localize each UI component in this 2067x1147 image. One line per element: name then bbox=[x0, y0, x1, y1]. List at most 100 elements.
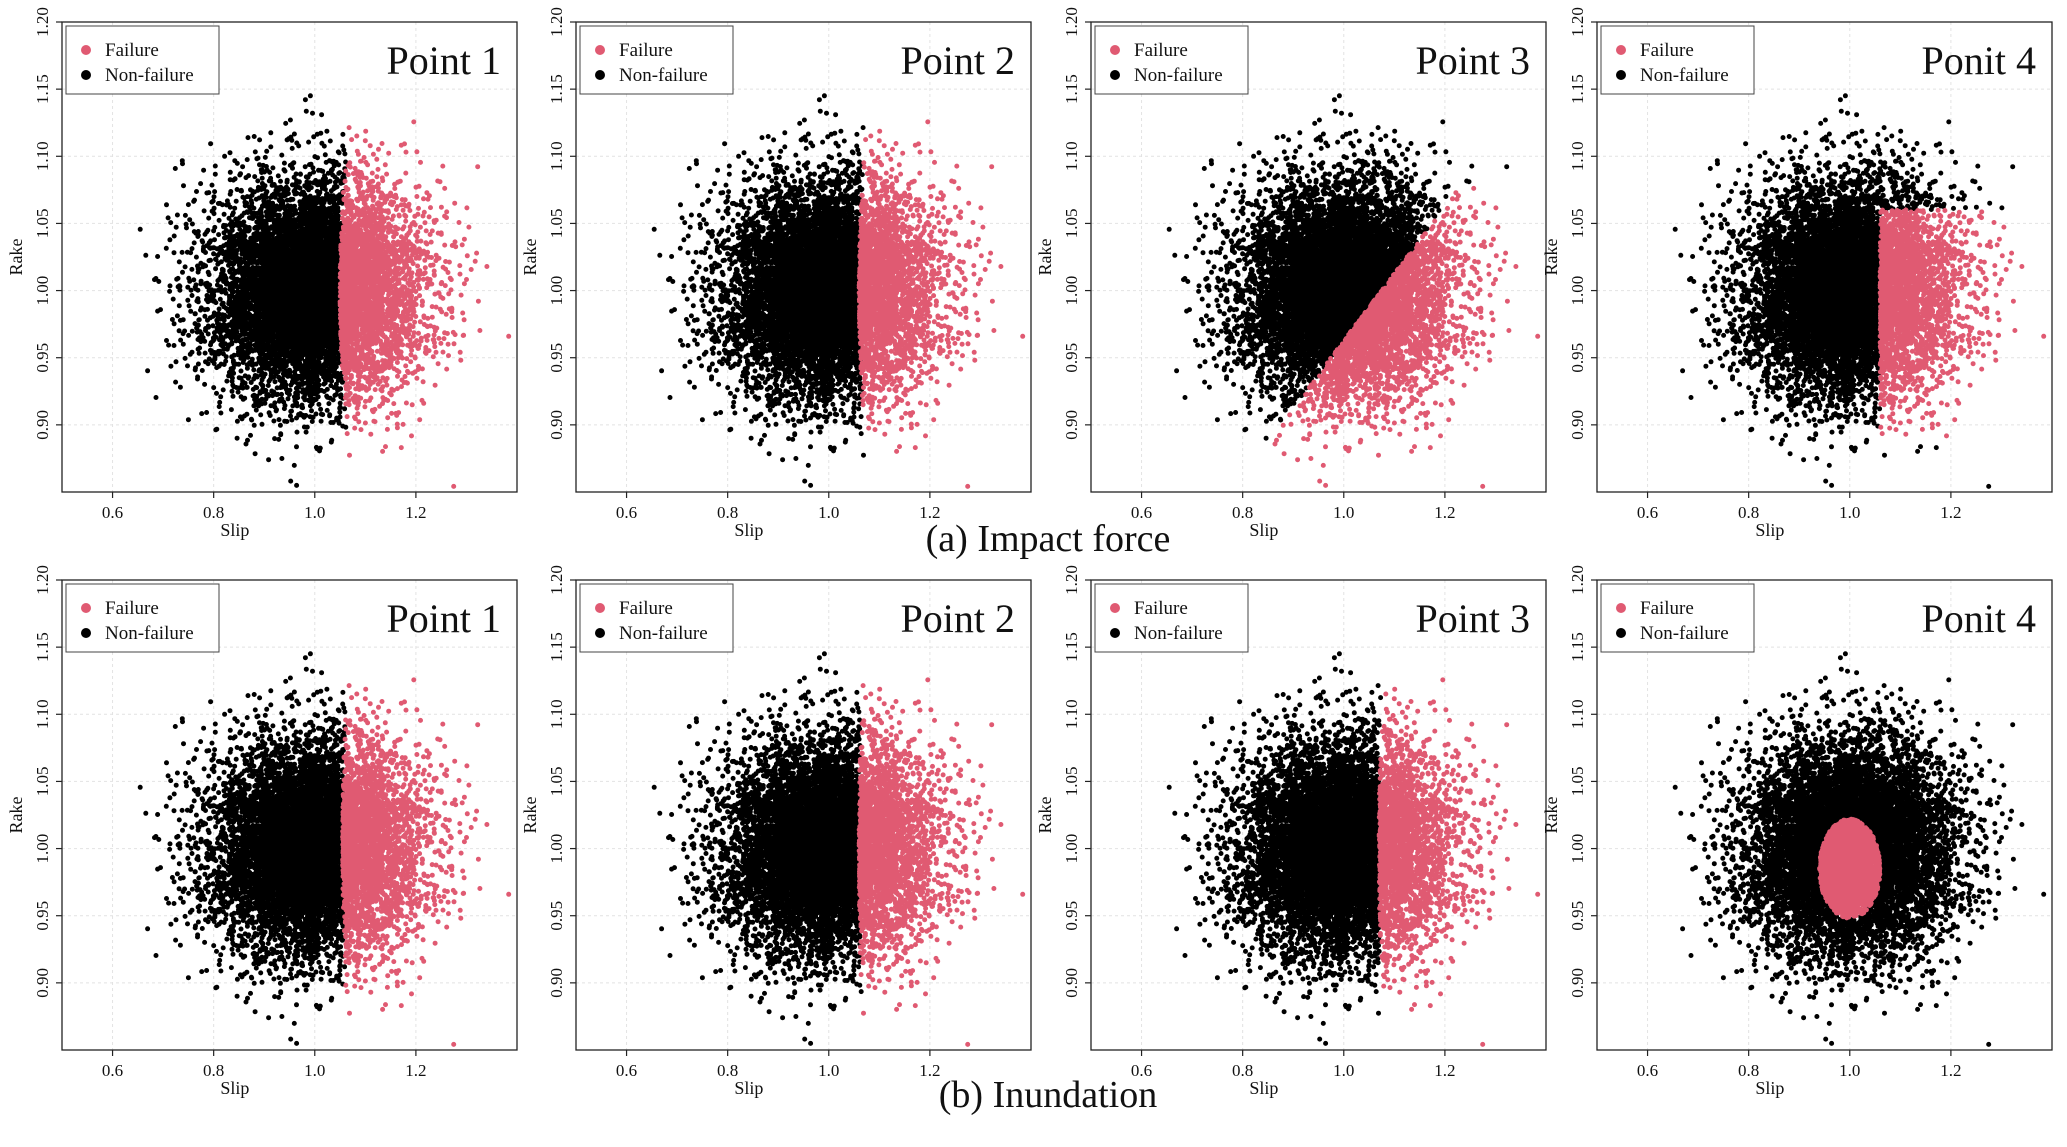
y-tick-label: 0.95 bbox=[547, 343, 566, 373]
row-caption-b: (b) Inundation bbox=[939, 1074, 1157, 1116]
y-tick-label: 1.05 bbox=[547, 209, 566, 239]
y-tick-label: 0.90 bbox=[1062, 410, 1081, 440]
legend: Failure Non-failure bbox=[1094, 25, 1249, 95]
y-axis-title: Rake bbox=[520, 238, 540, 275]
y-tick-label: 1.20 bbox=[547, 7, 566, 37]
y-tick-label: 1.10 bbox=[1568, 141, 1587, 171]
x-tick-label: 1.2 bbox=[405, 1061, 426, 1080]
y-tick-label: 0.95 bbox=[1568, 343, 1587, 373]
y-tick-label: 1.15 bbox=[547, 632, 566, 662]
plot-frame bbox=[1596, 579, 2053, 1051]
failure-points bbox=[1376, 677, 1541, 1047]
legend-failure-label: Failure bbox=[105, 598, 159, 619]
non-failure-points bbox=[1672, 651, 2047, 1047]
panel-title: Point 1 bbox=[387, 596, 501, 641]
legend: Failure Non-failure bbox=[1094, 583, 1249, 653]
legend-failure-marker bbox=[595, 603, 605, 613]
x-tick-label: 0.8 bbox=[203, 1061, 224, 1080]
plot-frame bbox=[61, 21, 518, 493]
plot-frame bbox=[575, 579, 1032, 1051]
x-tick-label: 0.6 bbox=[616, 503, 637, 522]
y-tick-label: 0.95 bbox=[1062, 901, 1081, 931]
legend-nonfailure-marker bbox=[595, 628, 605, 638]
y-tick-label: 0.95 bbox=[1062, 343, 1081, 373]
legend-nonfailure-marker bbox=[1616, 628, 1626, 638]
y-tick-label: 1.00 bbox=[1062, 276, 1081, 306]
y-tick-label: 1.20 bbox=[33, 565, 52, 595]
legend: Failure Non-failure bbox=[579, 583, 734, 653]
failure-points bbox=[340, 677, 512, 1047]
scatter-panel-7: 0.6 0.8 1.0 1.2 0.90 0.95 1.00 1.05 1.10 1.15 1.20… bbox=[1035, 565, 1547, 1098]
y-tick-label: 1.10 bbox=[1568, 699, 1587, 729]
x-tick-label: 1.0 bbox=[304, 1061, 325, 1080]
scatter-panel-5: 0.6 0.8 1.0 1.2 0.90 0.95 1.00 1.05 1.10 1.15 1.20… bbox=[6, 565, 518, 1098]
x-tick-label: 1.2 bbox=[1940, 1061, 1961, 1080]
legend-nonfailure-marker bbox=[1110, 70, 1120, 80]
x-tick-label: 0.8 bbox=[1232, 503, 1253, 522]
y-axis-title: Rake bbox=[6, 238, 26, 275]
failure-points bbox=[337, 119, 512, 489]
y-tick-label: 1.20 bbox=[1568, 565, 1587, 595]
scatter-panel-4: 0.6 0.8 1.0 1.2 0.90 0.95 1.00 1.05 1.10 1.15 1.20… bbox=[1541, 7, 2053, 540]
y-tick-label: 0.90 bbox=[547, 968, 566, 998]
legend-failure-marker bbox=[595, 45, 605, 55]
y-tick-label: 0.90 bbox=[547, 410, 566, 440]
legend-failure-label: Failure bbox=[1640, 598, 1694, 619]
x-tick-label: 0.6 bbox=[1637, 503, 1658, 522]
y-tick-label: 1.15 bbox=[33, 74, 52, 104]
legend-failure-label: Failure bbox=[619, 598, 673, 619]
x-tick-label: 0.8 bbox=[1738, 503, 1759, 522]
legend-nonfailure-label: Non-failure bbox=[1134, 65, 1223, 86]
legend-nonfailure-label: Non-failure bbox=[105, 65, 194, 86]
x-tick-label: 1.2 bbox=[405, 503, 426, 522]
y-tick-label: 1.10 bbox=[33, 141, 52, 171]
non-failure-points bbox=[1166, 651, 1384, 1046]
y-tick-label: 0.90 bbox=[1568, 968, 1587, 998]
legend-failure-label: Failure bbox=[1640, 40, 1694, 61]
y-tick-label: 1.10 bbox=[547, 699, 566, 729]
legend-box bbox=[579, 583, 734, 653]
y-axis-title: Rake bbox=[520, 796, 540, 833]
legend-failure-label: Failure bbox=[1134, 598, 1188, 619]
y-tick-label: 1.20 bbox=[1062, 565, 1081, 595]
legend-nonfailure-marker bbox=[81, 70, 91, 80]
panel-title: Point 3 bbox=[1416, 596, 1530, 641]
scatter-panel-3: 0.6 0.8 1.0 1.2 0.90 0.95 1.00 1.05 1.10 1.15 1.20… bbox=[1035, 7, 1547, 540]
y-tick-label: 1.10 bbox=[1062, 699, 1081, 729]
y-tick-label: 0.90 bbox=[1062, 968, 1081, 998]
y-tick-label: 1.05 bbox=[33, 209, 52, 239]
x-tick-label: 1.2 bbox=[919, 1061, 940, 1080]
legend-nonfailure-label: Non-failure bbox=[105, 623, 194, 644]
y-tick-label: 0.95 bbox=[547, 901, 566, 931]
y-tick-label: 1.15 bbox=[1062, 74, 1081, 104]
failure-points bbox=[1817, 816, 1883, 921]
x-tick-label: 1.0 bbox=[1839, 503, 1860, 522]
y-tick-label: 1.15 bbox=[1062, 632, 1081, 662]
y-tick-label: 0.95 bbox=[1568, 901, 1587, 931]
legend-nonfailure-marker bbox=[1110, 628, 1120, 638]
plot-frame bbox=[1596, 21, 2053, 493]
x-axis-title: Slip bbox=[1755, 1078, 1784, 1098]
legend-failure-marker bbox=[1616, 603, 1626, 613]
x-tick-label: 1.0 bbox=[1333, 503, 1354, 522]
legend-nonfailure-label: Non-failure bbox=[619, 623, 708, 644]
y-tick-label: 1.00 bbox=[1568, 276, 1587, 306]
legend: Failure Non-failure bbox=[1600, 583, 1755, 653]
x-tick-label: 0.8 bbox=[1232, 1061, 1253, 1080]
y-tick-label: 0.90 bbox=[33, 968, 52, 998]
failure-points bbox=[1877, 207, 2047, 439]
legend-nonfailure-marker bbox=[81, 628, 91, 638]
legend: Failure Non-failure bbox=[65, 25, 220, 95]
x-tick-label: 0.6 bbox=[1131, 503, 1152, 522]
legend-box bbox=[579, 25, 734, 95]
plot-frame bbox=[1090, 579, 1547, 1051]
legend-failure-label: Failure bbox=[1134, 40, 1188, 61]
x-axis-title: Slip bbox=[1755, 520, 1784, 540]
legend-nonfailure-marker bbox=[595, 70, 605, 80]
non-failure-points bbox=[137, 93, 349, 488]
failure-points bbox=[856, 119, 1026, 489]
x-tick-label: 0.6 bbox=[1637, 1061, 1658, 1080]
scatter-panel-6: 0.6 0.8 1.0 1.2 0.90 0.95 1.00 1.05 1.10 1.15 1.20… bbox=[520, 565, 1032, 1098]
y-tick-label: 0.90 bbox=[1568, 410, 1587, 440]
